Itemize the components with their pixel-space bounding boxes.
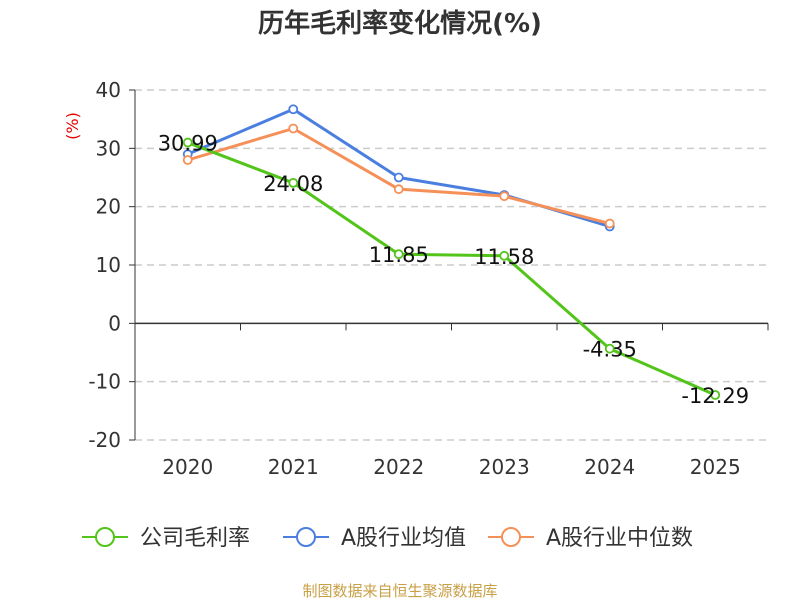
y-tick-label: -10 bbox=[88, 370, 121, 394]
y-tick-label: 10 bbox=[96, 253, 121, 277]
x-tick-label: 2020 bbox=[162, 455, 213, 479]
legend-label: A股行业均值 bbox=[341, 526, 466, 551]
legend-marker bbox=[95, 527, 115, 547]
x-tick-label: 2025 bbox=[690, 455, 741, 479]
x-tick-label: 2023 bbox=[479, 455, 530, 479]
data-point bbox=[393, 184, 404, 195]
data-point bbox=[288, 177, 299, 188]
legend-label: 公司毛利率 bbox=[140, 526, 250, 551]
data-point bbox=[393, 249, 404, 260]
legend-label: A股行业中位数 bbox=[546, 526, 693, 551]
y-tick-label: 20 bbox=[96, 195, 121, 219]
data-point bbox=[288, 123, 299, 134]
data-point bbox=[499, 191, 510, 202]
series-layer bbox=[182, 104, 721, 400]
data-point bbox=[288, 104, 299, 115]
x-tick-label: 2022 bbox=[373, 455, 424, 479]
x-tick-label: 2021 bbox=[268, 455, 319, 479]
y-tick-label: 40 bbox=[96, 78, 121, 102]
data-point bbox=[393, 172, 404, 183]
y-tick-label: 30 bbox=[96, 136, 121, 160]
legend: 公司毛利率 A股行业均值 A股行业中位数 bbox=[82, 526, 693, 551]
data-label: -4.35 bbox=[583, 338, 637, 362]
axes: 40 30 20 10 0 -10 -20 2020 2021 2022 2023 2024 2025 bbox=[88, 78, 769, 479]
y-tick-label: 0 bbox=[108, 311, 121, 335]
legend-item: A股行业均值 bbox=[283, 526, 466, 551]
legend-marker bbox=[296, 527, 316, 547]
data-label: 30.99 bbox=[158, 132, 218, 156]
data-point bbox=[604, 343, 615, 354]
legend-marker bbox=[501, 527, 521, 547]
x-tick-label: 2024 bbox=[584, 455, 635, 479]
gridlines bbox=[135, 89, 768, 441]
series-line bbox=[187, 141, 716, 397]
y-tick-label: -20 bbox=[88, 428, 121, 452]
data-point bbox=[182, 137, 193, 148]
y-axis-label: (%) bbox=[63, 112, 82, 140]
chart-title: 历年毛利率变化情况(%) bbox=[258, 8, 542, 39]
data-point bbox=[499, 250, 510, 261]
data-label: -12.29 bbox=[681, 384, 749, 408]
data-label: 11.85 bbox=[369, 243, 429, 267]
data-label: 11.58 bbox=[474, 245, 534, 269]
data-point bbox=[182, 155, 193, 165]
data-label: 24.08 bbox=[263, 172, 323, 196]
data-labels: 30.99 24.08 11.85 11.58 -4.35 -12.29 bbox=[158, 132, 749, 408]
source-note: 制图数据来自恒生聚源数据库 bbox=[302, 582, 497, 600]
data-point bbox=[710, 390, 721, 400]
legend-item: A股行业中位数 bbox=[488, 526, 693, 551]
data-point bbox=[604, 218, 615, 229]
legend-item: 公司毛利率 bbox=[82, 526, 250, 551]
